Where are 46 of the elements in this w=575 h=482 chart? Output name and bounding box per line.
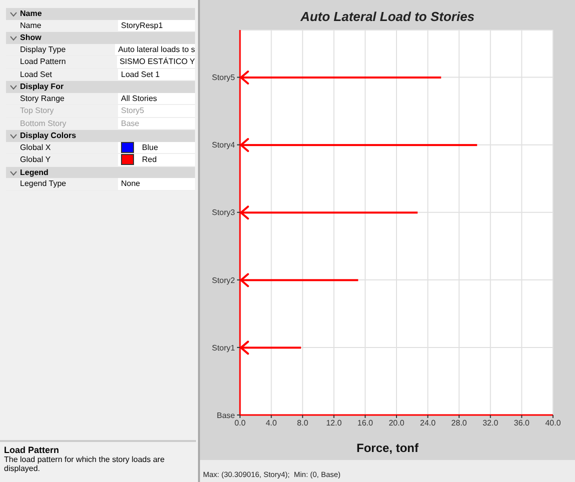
text: Show (6, 32, 195, 44)
text: Global Y (6, 154, 118, 166)
x-tick-label: 0.0 (234, 418, 246, 428)
x-axis-title: Force, tonf (356, 441, 420, 455)
text: All Stories (120, 92, 158, 104)
x-tick-label: 40.0 (545, 418, 562, 428)
text: Legend (6, 166, 195, 178)
text: Legend Type (6, 178, 118, 190)
x-tick-label: 36.0 (514, 418, 530, 428)
chart-title: Auto Lateral Load to Stories (299, 9, 476, 24)
x-tick-label: 4.0 (266, 418, 278, 428)
text: Story5 (120, 105, 146, 116)
x-tick-label: 8.0 (297, 418, 309, 428)
text: SISMO ESTÁTICO Y (118, 56, 195, 68)
text: Display Type (6, 44, 116, 55)
text: The load pattern for which the story loads are displayed. (4, 455, 166, 473)
text: StoryResp1 (120, 20, 164, 31)
x-tick-label: 12.0 (326, 418, 342, 428)
y-tick-label: Story5 (212, 73, 236, 82)
text: Display Colors (6, 130, 195, 142)
text: Base (120, 118, 140, 129)
text: Name (6, 20, 118, 31)
text: Auto lateral loads to s (117, 44, 195, 55)
text: None (120, 178, 142, 190)
text: Red (141, 154, 158, 166)
text: Story Range (6, 92, 118, 104)
y-tick-label: Story1 (212, 343, 236, 352)
text: Load Set (6, 68, 118, 80)
y-tick-label: Story2 (212, 276, 236, 285)
x-tick-label: 20.0 (388, 418, 405, 428)
text: Global X (6, 142, 118, 153)
text: Name (6, 8, 195, 20)
text: Blue (141, 142, 160, 153)
x-tick-label: 32.0 (482, 418, 499, 428)
text: Bottom Story (6, 118, 118, 129)
x-tick-label: 28.0 (451, 418, 468, 428)
text: Load Set 1 (120, 68, 161, 80)
x-tick-label: 16.0 (357, 418, 374, 428)
text: Load Pattern (6, 56, 117, 68)
text: Top Story (6, 105, 118, 116)
x-tick-label: 24.0 (420, 418, 436, 428)
y-tick-label: Base (216, 410, 236, 420)
y-tick-label: Story3 (212, 208, 236, 218)
y-tick-label: Story4 (212, 140, 236, 150)
text: Display For (6, 81, 195, 92)
text: Load Pattern (4, 445, 60, 455)
